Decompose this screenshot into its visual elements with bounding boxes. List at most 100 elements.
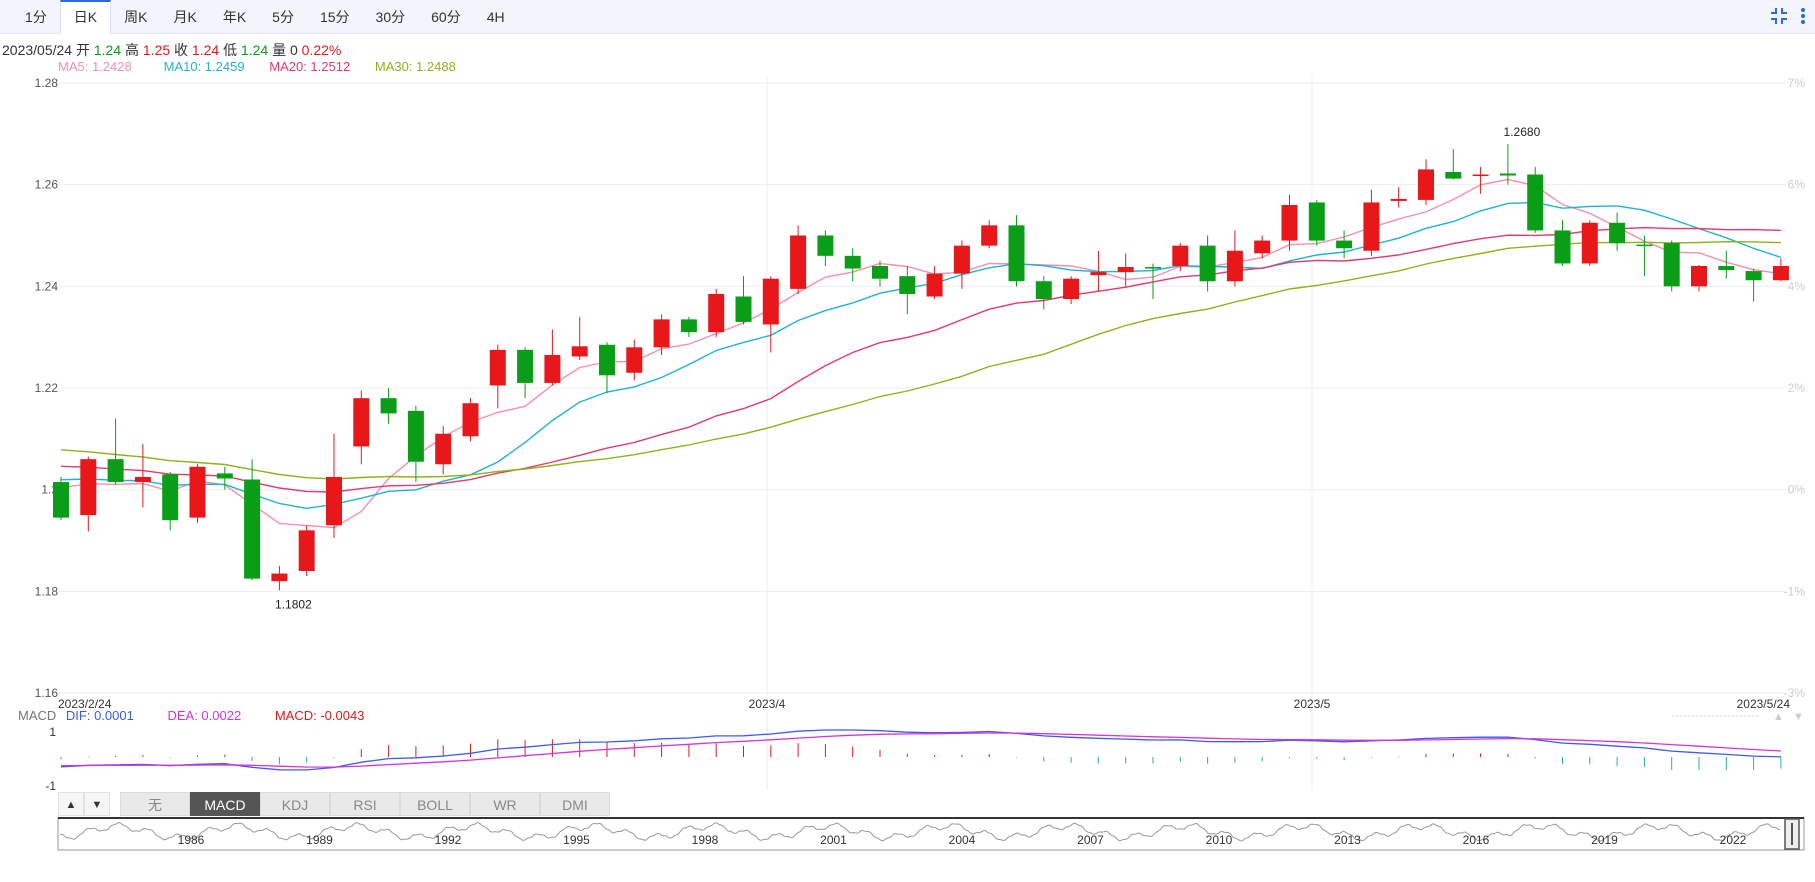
indicator-tab-macd[interactable]: MACD	[190, 792, 260, 816]
candle-body	[1691, 266, 1707, 287]
candle-body	[1527, 174, 1544, 231]
candle-body	[1363, 202, 1380, 251]
indicator-tab-wr[interactable]: WR	[470, 792, 540, 816]
candle-body	[1663, 243, 1680, 287]
candle-body	[380, 398, 397, 414]
tab-yearly[interactable]: 年K	[222, 9, 247, 25]
indicator-tab-boll[interactable]: BOLL	[400, 792, 470, 816]
candle-body	[1172, 245, 1189, 266]
tab-1min[interactable]: 1分	[25, 9, 47, 25]
right-arrow-icon: ▲	[1773, 711, 1784, 723]
x-tick-label: 2023/4	[749, 697, 786, 711]
candle-body	[462, 403, 479, 437]
info-high: 1.25	[142, 42, 171, 58]
candle-body	[216, 473, 233, 479]
navigator-year-label: 2016	[1463, 833, 1490, 847]
ma5-label: MA5: 1.2428	[58, 59, 132, 74]
navigator-year-label: 2013	[1334, 833, 1361, 847]
y-tick-label: 1.16	[35, 686, 59, 700]
candle-body	[653, 319, 670, 348]
navigator-year-label: 2022	[1720, 833, 1747, 847]
candle-body	[1117, 267, 1134, 273]
candle-body	[981, 225, 998, 246]
info-close: 1.24	[191, 42, 220, 58]
indicator-tab-rsi[interactable]: RSI	[330, 792, 400, 816]
info-low-label: 低	[223, 42, 238, 58]
ma-legend: MA5: 1.2428 MA10: 1.2459 MA20: 1.2512 MA…	[58, 59, 477, 74]
candle-body	[134, 476, 151, 483]
candle-body	[80, 459, 97, 516]
navigator-year-label: 2001	[820, 833, 847, 847]
candle-body	[1199, 245, 1216, 282]
info-date: 2023/05/24	[2, 42, 73, 58]
indicator-tab-none[interactable]: 无	[120, 792, 190, 816]
candle-body	[517, 349, 534, 383]
candle-body	[680, 319, 697, 333]
tab-15min[interactable]: 15分	[319, 9, 350, 25]
x-tick-label: 2023/5/24	[1737, 697, 1791, 711]
price-annotation: 1.1802	[275, 597, 312, 611]
candle-body	[1336, 240, 1353, 249]
macd-title: MACD	[18, 708, 57, 723]
more-vertical-icon[interactable]	[1799, 6, 1807, 30]
candle-body	[1609, 222, 1626, 244]
candle-body	[1390, 198, 1407, 201]
info-high-label: 高	[125, 42, 139, 58]
tab-5min[interactable]: 5分	[272, 9, 294, 25]
macd-dea: DEA: 0.0022	[167, 708, 242, 723]
indicator-tab-dmi[interactable]: DMI	[540, 792, 610, 816]
info-open: 1.24	[93, 42, 122, 58]
info-close-label: 收	[174, 42, 189, 58]
macd-dif: DIF: 0.0001	[65, 708, 134, 723]
tab-weekly[interactable]: 周K	[124, 9, 148, 25]
y-right-tick-label: 4%	[1788, 279, 1806, 293]
tab-daily[interactable]: 日K	[59, 0, 112, 34]
macd-value: MACD: -0.0043	[274, 708, 365, 723]
period-tabs: 1分 日K 周K 月K 年K 5分 15分 30分 60分 4H	[12, 0, 518, 34]
ma30-label: MA30: 1.2488	[374, 59, 456, 74]
candle-body	[953, 245, 970, 274]
ohlc-info: 2023/05/24 开 1.24 高 1.25 收 1.24 低 1.24 量…	[2, 40, 341, 60]
candle-body	[571, 346, 588, 357]
candle-body	[435, 433, 452, 465]
period-toolbar: 1分 日K 周K 月K 年K 5分 15分 30分 60分 4H	[0, 0, 1815, 34]
candle-body	[1090, 272, 1107, 276]
candle-body	[1636, 244, 1653, 247]
tab-4h[interactable]: 4H	[486, 9, 505, 25]
y-right-tick-label: -3%	[1784, 686, 1806, 700]
candle-body	[735, 296, 752, 322]
y-tick-label: 1.24	[35, 279, 59, 293]
candle-body	[326, 476, 342, 526]
info-volume: 0	[289, 42, 298, 58]
candle-body	[1499, 173, 1516, 176]
indicator-tab-kdj[interactable]: KDJ	[260, 792, 330, 816]
compress-icon[interactable]	[1769, 6, 1789, 30]
candle-body	[1281, 205, 1298, 241]
candle-body	[298, 530, 315, 571]
candle-body	[1035, 281, 1052, 300]
candle-body	[817, 235, 834, 256]
macd-y-tick: -1	[45, 779, 56, 793]
candle-body	[790, 235, 807, 289]
y-right-tick-label: 0%	[1788, 483, 1806, 497]
navigator-year-label: 2010	[1206, 833, 1233, 847]
navigator-year-label: 2019	[1591, 833, 1618, 847]
indicator-down-button[interactable]: ▼	[84, 792, 110, 816]
info-volume-label: 量	[272, 42, 287, 58]
dif-line	[60, 729, 1781, 771]
navigator-year-label: 1998	[692, 833, 719, 847]
tab-monthly[interactable]: 月K	[173, 9, 197, 25]
ma20-label: MA20: 1.2512	[269, 59, 351, 74]
candle-body	[162, 474, 179, 521]
tab-30min[interactable]: 30分	[375, 9, 406, 25]
candle-body	[53, 482, 69, 518]
indicator-up-button[interactable]: ▲	[58, 792, 84, 816]
candle-body	[1718, 266, 1735, 271]
y-right-tick-label: -1%	[1784, 584, 1806, 598]
candle-body	[1008, 225, 1025, 282]
candle-body	[872, 266, 888, 279]
tab-60min[interactable]: 60分	[431, 9, 461, 25]
y-tick-label: 1.18	[35, 584, 59, 598]
candle-body	[1145, 267, 1161, 269]
